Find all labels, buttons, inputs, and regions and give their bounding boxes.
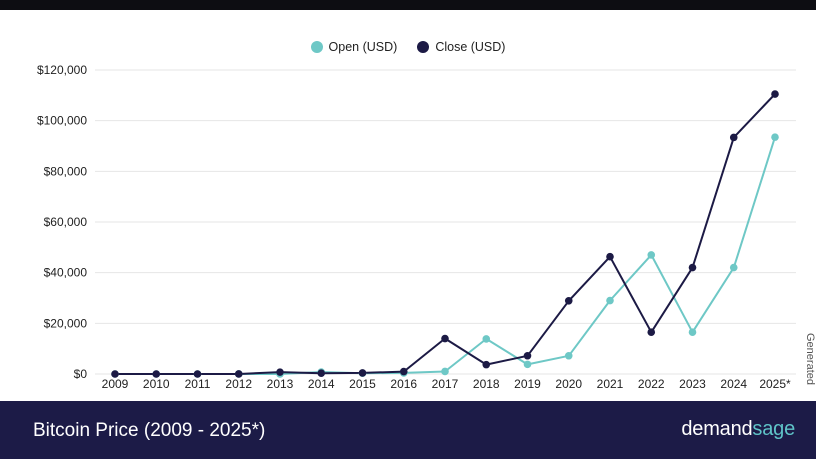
data-point-close	[317, 369, 326, 377]
data-point-close	[606, 252, 614, 261]
data-point-close	[729, 133, 738, 142]
legend-item-close[interactable]: Close (USD)	[417, 40, 505, 54]
legend-dot-open-icon	[310, 41, 323, 53]
data-point-close	[564, 296, 573, 305]
data-point-open	[523, 360, 532, 369]
line-chart: $0 $20,000 $40,000 $60,000 $80,000 $100,000 $1…	[37, 63, 796, 391]
data-point-open	[771, 133, 779, 141]
brand-logo-part1: demand	[681, 418, 753, 440]
data-point-close	[482, 360, 491, 369]
x-tick-label: 2024	[720, 377, 747, 391]
series-line-close	[115, 93, 776, 375]
legend-label-open: Open (USD)	[328, 40, 398, 54]
x-tick-label: 2020	[555, 377, 582, 391]
x-tick-label: 2009	[102, 377, 129, 391]
x-tick-label: 2023	[679, 377, 706, 391]
data-point-close	[399, 367, 408, 376]
x-tick-label: 2017	[432, 377, 459, 391]
x-tick-label: 2018	[473, 377, 500, 391]
y-tick-label: $100,000	[37, 114, 87, 128]
y-tick-label: $120,000	[37, 63, 87, 77]
chart-credit: Generated	[804, 333, 816, 385]
data-point-open	[688, 328, 697, 337]
data-point-close	[111, 370, 119, 378]
x-tick-label: 2010	[143, 377, 170, 391]
x-tick-label: 2012	[225, 377, 252, 391]
top-bar	[0, 0, 816, 10]
data-point-open	[482, 335, 491, 343]
data-point-close	[688, 263, 697, 272]
x-tick-label: 2019	[514, 377, 541, 391]
data-point-close	[441, 334, 449, 343]
data-point-close	[647, 328, 656, 337]
footer-bar: Bitcoin Price (2009 - 2025*) demandsage	[0, 401, 816, 459]
data-point-open	[606, 296, 614, 305]
y-tick-label: $60,000	[44, 215, 88, 229]
data-point-close	[276, 368, 284, 376]
x-tick-label: 2025*	[759, 377, 791, 391]
legend-label-close: Close (USD)	[435, 40, 506, 54]
x-tick-label: 2014	[308, 377, 335, 391]
chart-legend: Open (USD) Close (USD)	[0, 40, 816, 54]
x-tick-label: 2013	[267, 377, 294, 391]
brand-logo-part2: sage	[752, 418, 795, 440]
legend-dot-close-icon	[417, 41, 430, 53]
data-point-open	[564, 351, 573, 360]
data-point-close	[234, 370, 243, 378]
x-tick-label: 2021	[597, 377, 624, 391]
data-point-open	[647, 251, 656, 259]
data-point-close	[152, 370, 161, 378]
data-point-close	[771, 90, 779, 98]
y-tick-label: $0	[74, 367, 88, 381]
y-tick-label: $40,000	[44, 266, 88, 280]
legend-item-open[interactable]: Open (USD)	[310, 40, 398, 54]
data-point-open	[729, 263, 738, 272]
x-tick-label: 2022	[638, 377, 665, 391]
brand-logo: demandsage	[681, 418, 795, 441]
y-tick-label: $80,000	[44, 164, 88, 178]
x-tick-label: 2011	[185, 377, 211, 391]
data-point-close	[523, 351, 532, 360]
data-point-open	[441, 367, 449, 376]
data-point-close	[358, 369, 367, 377]
x-tick-label: 2016	[390, 377, 417, 391]
chart-title: Bitcoin Price (2009 - 2025*)	[33, 420, 266, 441]
y-tick-label: $20,000	[44, 316, 88, 330]
data-point-close	[193, 370, 202, 378]
x-tick-label: 2015	[349, 377, 376, 391]
